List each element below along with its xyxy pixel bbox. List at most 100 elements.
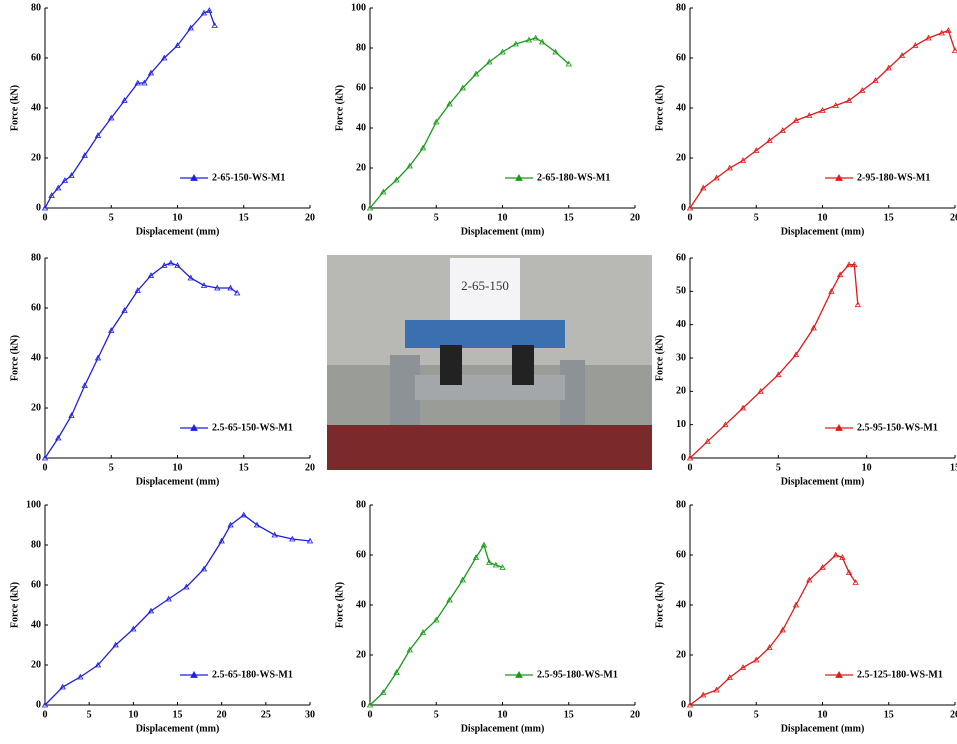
data-point	[200, 9, 208, 16]
photo-beam	[405, 320, 565, 348]
data-point	[306, 537, 314, 544]
data-point	[839, 554, 846, 560]
y-tick-label: 60	[31, 302, 41, 313]
x-axis-label: Displacement (mm)	[781, 226, 865, 237]
data-point	[433, 616, 440, 623]
data-point	[779, 127, 786, 133]
data-point	[700, 691, 707, 698]
data-point	[757, 388, 764, 394]
y-tick-label: 60	[31, 579, 41, 590]
data-point	[240, 511, 247, 518]
y-tick-label: 40	[31, 352, 41, 363]
data-point	[938, 29, 945, 36]
data-point	[366, 701, 374, 708]
data-point	[81, 382, 88, 388]
data-point	[499, 564, 506, 570]
x-tick-label: 10	[173, 212, 183, 223]
data-point	[211, 22, 218, 28]
data-point	[406, 646, 413, 653]
data-point	[828, 288, 835, 294]
data-point	[885, 64, 892, 71]
data-point	[552, 48, 559, 55]
y-tick-label: 40	[31, 102, 41, 113]
x-tick-label: 15	[173, 709, 183, 720]
data-point	[393, 669, 400, 675]
legend-marker	[835, 173, 843, 181]
data-point	[48, 192, 55, 198]
y-axis-label: Force (kN)	[334, 582, 345, 628]
data-point	[134, 79, 141, 86]
photo-clamp	[440, 345, 462, 385]
data-point	[486, 58, 493, 65]
y-tick-label: 0	[681, 699, 686, 710]
legend-label: 2-95-180-WS-M1	[857, 172, 930, 183]
data-point	[726, 674, 733, 680]
data-point	[713, 686, 720, 693]
legend-marker	[515, 173, 523, 181]
y-tick-label: 80	[31, 2, 41, 13]
x-tick-label: 15	[564, 709, 574, 720]
x-axis-label: Displacement (mm)	[781, 476, 865, 487]
data-point	[739, 404, 747, 411]
data-point	[713, 174, 720, 181]
data-point	[41, 454, 49, 461]
x-tick-label: 15	[239, 462, 249, 473]
data-point	[187, 24, 194, 31]
x-tick-label: 15	[950, 462, 957, 473]
data-point	[845, 569, 853, 575]
data-line	[44, 514, 311, 706]
data-point	[565, 60, 572, 67]
y-tick-label: 80	[676, 2, 686, 13]
data-point	[380, 188, 387, 195]
data-line	[369, 543, 503, 706]
y-tick-label: 20	[676, 386, 686, 397]
data-point	[134, 287, 141, 293]
x-axis-label: Displacement (mm)	[136, 723, 220, 734]
data-point	[753, 147, 760, 153]
x-tick-label: 0	[688, 212, 693, 223]
data-point	[700, 184, 707, 191]
legend-marker	[835, 670, 843, 678]
data-point	[726, 164, 733, 171]
data-point	[945, 27, 952, 33]
data-point	[686, 454, 694, 461]
legend-label: 2-65-180-WS-M1	[537, 172, 610, 183]
y-tick-label: 40	[356, 122, 366, 133]
data-point	[121, 97, 128, 103]
legend-label: 2.5-125-180-WS-M1	[857, 669, 943, 680]
data-point	[147, 69, 155, 76]
data-point	[499, 48, 506, 55]
x-tick-label: 20	[950, 212, 957, 223]
data-point	[836, 271, 844, 278]
y-tick-label: 80	[356, 499, 366, 510]
data-point	[61, 177, 69, 183]
y-tick-label: 80	[31, 539, 41, 550]
data-line	[689, 29, 956, 209]
x-tick-label: 10	[173, 462, 183, 473]
y-tick-label: 0	[36, 202, 41, 213]
y-tick-label: 20	[676, 152, 686, 163]
data-point	[446, 100, 453, 107]
data-point	[167, 259, 175, 266]
x-tick-label: 20	[305, 212, 315, 223]
data-point	[819, 107, 826, 113]
data-point	[108, 114, 115, 121]
y-tick-label: 50	[676, 286, 686, 297]
photo-sign	[450, 258, 520, 320]
data-point	[419, 629, 427, 635]
data-point	[792, 601, 800, 608]
data-point	[227, 521, 234, 528]
data-point	[271, 531, 278, 538]
data-point	[486, 559, 493, 565]
data-point	[81, 152, 88, 158]
data-point	[792, 351, 800, 358]
data-point	[459, 576, 466, 583]
legend-label: 2.5-65-150-WS-M1	[212, 422, 293, 433]
data-point	[851, 261, 858, 268]
data-point	[200, 565, 208, 572]
y-axis-label: Force (kN)	[654, 335, 665, 381]
x-tick-label: 0	[368, 709, 373, 720]
legend-label: 2-65-150-WS-M1	[212, 172, 285, 183]
y-tick-label: 40	[676, 102, 686, 113]
data-point	[845, 97, 853, 103]
